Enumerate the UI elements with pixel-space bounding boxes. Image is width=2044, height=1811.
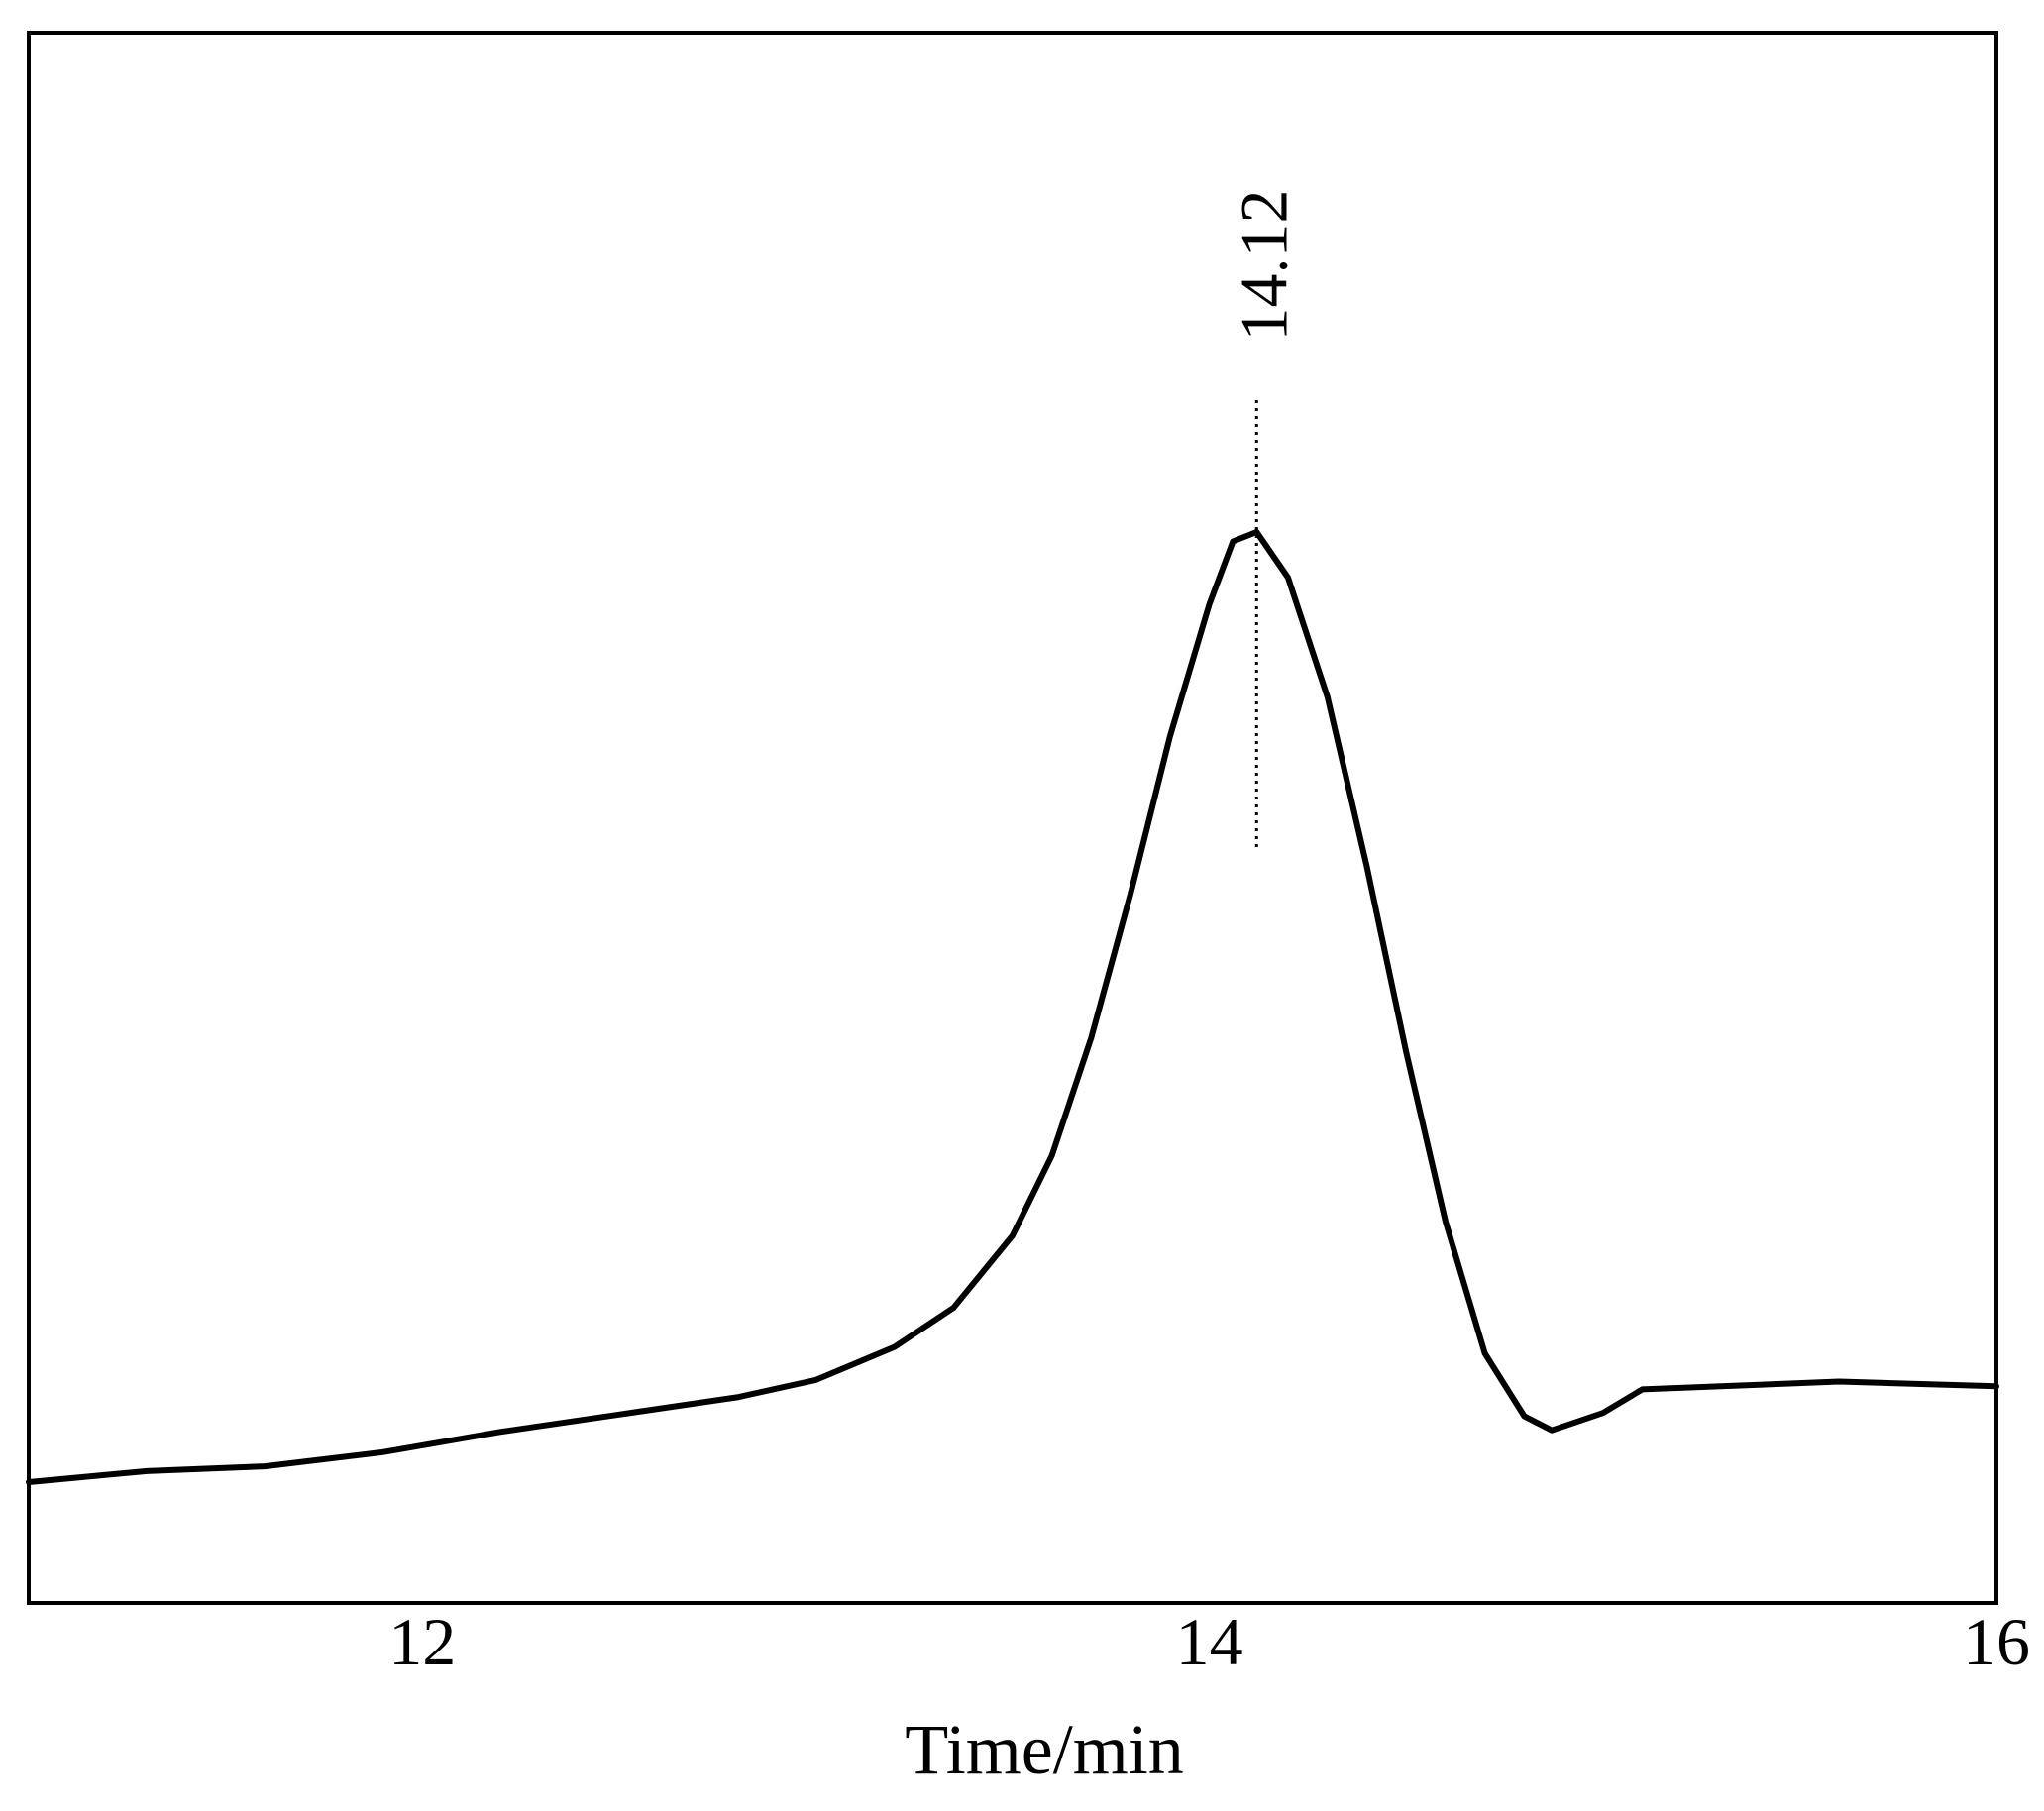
annotation-label: 14.12 — [1226, 190, 1301, 342]
x-tick-label: 14 — [1176, 1604, 1243, 1679]
x-tick-label: 16 — [1963, 1604, 2030, 1679]
data-line — [26, 529, 1999, 1485]
plot-frame — [27, 31, 1998, 1605]
x-axis-label: Time/min — [905, 1710, 1183, 1789]
x-tick-label: 12 — [388, 1604, 456, 1679]
